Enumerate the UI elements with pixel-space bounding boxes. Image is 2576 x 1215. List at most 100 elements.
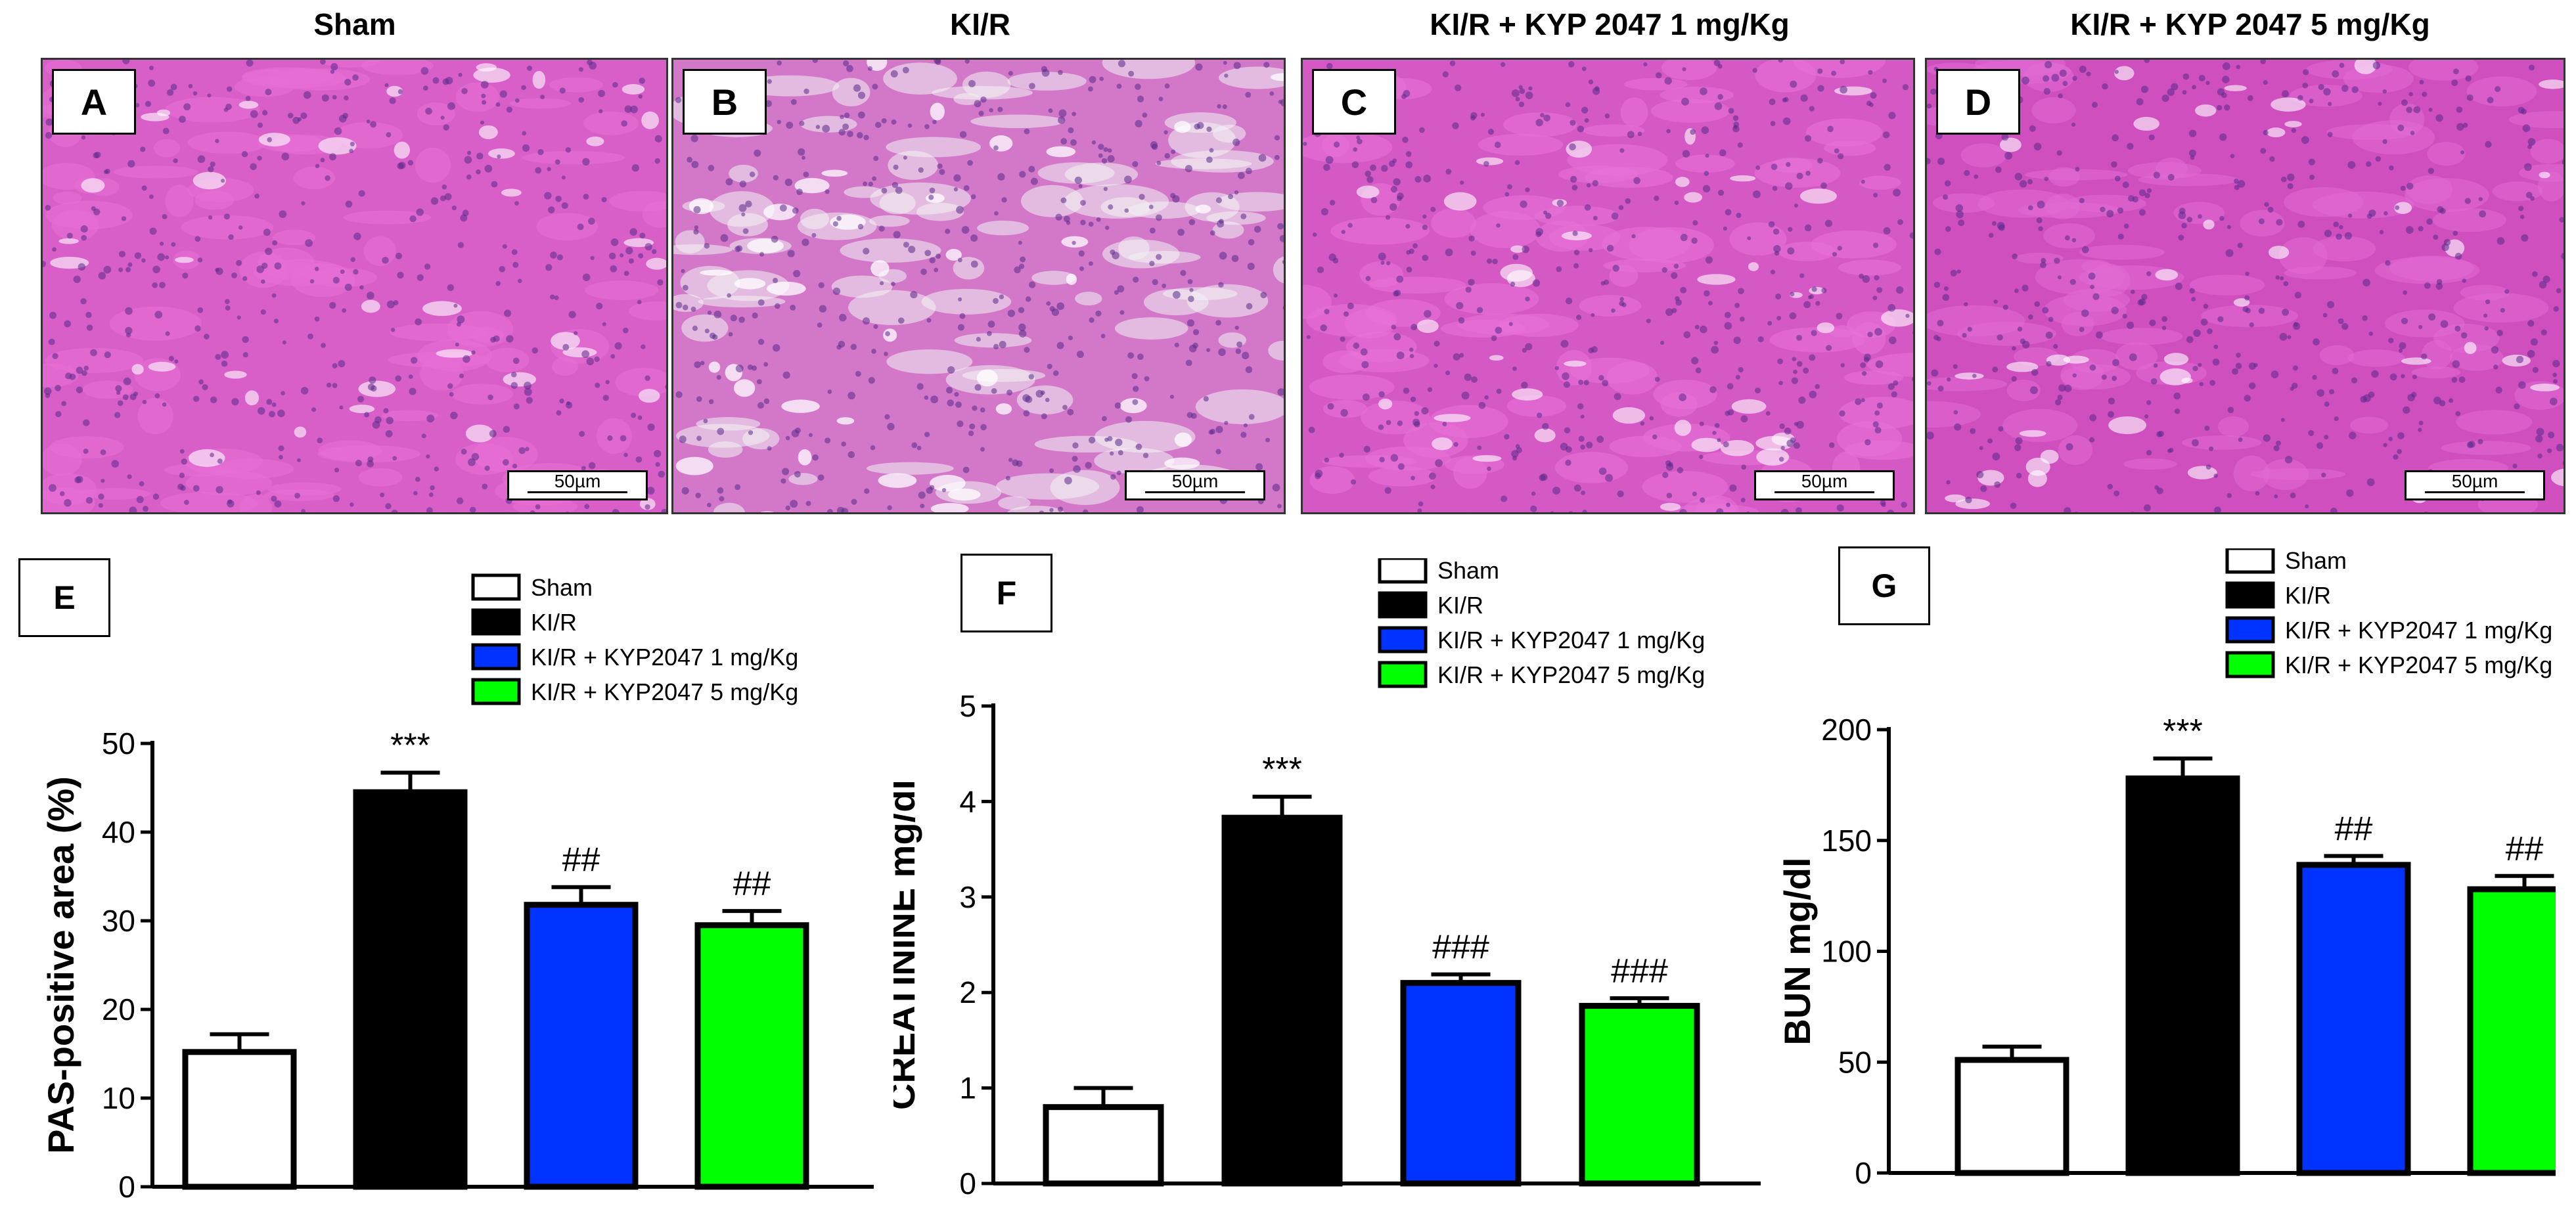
- nucleus: [1203, 396, 1209, 402]
- nucleus: [1324, 309, 1330, 315]
- nucleus: [924, 431, 930, 437]
- nucleus: [272, 240, 278, 246]
- nucleus: [45, 204, 51, 211]
- nucleus: [125, 332, 131, 338]
- nucleus: [2562, 461, 2564, 466]
- nucleus: [1177, 229, 1185, 236]
- nucleus: [598, 89, 606, 97]
- nucleus: [521, 85, 526, 91]
- nucleus: [2001, 133, 2009, 141]
- nucleus: [1729, 484, 1737, 492]
- nucleus: [584, 504, 590, 510]
- tubule: [2045, 193, 2081, 219]
- nucleus: [391, 509, 398, 512]
- nucleus: [1116, 470, 1121, 475]
- nucleus: [1618, 205, 1624, 210]
- tubule: [78, 488, 150, 500]
- nucleus: [1068, 335, 1073, 341]
- nucleus: [2053, 343, 2058, 349]
- nucleus: [2222, 62, 2230, 70]
- nucleus: [587, 60, 593, 66]
- nucleus: [1937, 386, 1944, 392]
- nucleus: [1604, 113, 1610, 119]
- tubule: [1322, 399, 1368, 418]
- nucleus: [2393, 454, 2399, 460]
- legend-label: KI/R + KYP2047 1 mg/Kg: [531, 644, 798, 671]
- nucleus: [1391, 324, 1397, 330]
- nucleus: [926, 318, 932, 323]
- nucleus: [554, 295, 559, 300]
- nucleus: [547, 167, 551, 171]
- nucleus: [2516, 355, 2524, 364]
- nucleus: [510, 382, 518, 389]
- nucleus: [192, 485, 200, 492]
- nucleus: [2388, 437, 2393, 441]
- nucleus: [1285, 420, 1286, 425]
- nucleus: [2422, 91, 2428, 97]
- nucleus: [1390, 454, 1399, 462]
- nucleus: [1593, 215, 1598, 221]
- nucleus: [717, 428, 725, 435]
- nucleus: [644, 375, 650, 382]
- nucleus: [1421, 407, 1429, 415]
- nucleus: [2182, 90, 2187, 95]
- nucleus: [1470, 115, 1476, 121]
- tubule: [2123, 458, 2177, 470]
- lumen: [386, 85, 403, 97]
- lumen: [1748, 262, 1759, 271]
- nucleus: [2468, 441, 2475, 448]
- nucleus: [757, 402, 764, 409]
- nucleus: [1827, 125, 1834, 133]
- lumen: [1356, 185, 1380, 198]
- nucleus: [1874, 410, 1880, 416]
- nucleus: [1866, 100, 1872, 106]
- nucleus: [425, 107, 432, 115]
- nucleus: [2059, 69, 2067, 77]
- nucleus: [2435, 282, 2443, 290]
- nucleus: [1124, 175, 1132, 184]
- nucleus: [1405, 224, 1411, 229]
- nucleus: [957, 324, 965, 331]
- nucleus: [1723, 226, 1727, 231]
- tubule: [536, 213, 599, 241]
- nucleus: [118, 250, 126, 257]
- nucleus: [704, 243, 710, 249]
- nucleus: [344, 78, 351, 86]
- nucleus: [1012, 459, 1019, 466]
- nucleus: [1006, 389, 1013, 396]
- nucleus: [395, 375, 401, 382]
- tissue-image: [1303, 60, 1913, 512]
- tubule: [954, 333, 1032, 348]
- nucleus: [2413, 106, 2421, 114]
- nucleus: [970, 260, 978, 268]
- nucleus: [594, 356, 600, 363]
- nucleus: [2477, 439, 2483, 445]
- nucleus: [1030, 177, 1038, 185]
- nucleus: [1282, 306, 1284, 310]
- nucleus: [1725, 209, 1732, 216]
- nucleus: [1780, 508, 1789, 512]
- nucleus: [353, 232, 361, 240]
- nucleus: [1169, 395, 1175, 399]
- nucleus: [440, 195, 446, 202]
- nucleus: [1172, 195, 1180, 203]
- nucleus: [779, 204, 787, 212]
- nucleus: [242, 352, 248, 358]
- nucleus: [1953, 364, 1958, 369]
- nucleus: [2274, 494, 2278, 498]
- nucleus: [772, 278, 779, 284]
- tubule: [1555, 451, 1629, 483]
- nucleus: [1874, 328, 1882, 336]
- nucleus: [1664, 77, 1672, 85]
- nucleus: [892, 181, 899, 188]
- nucleus: [792, 207, 799, 214]
- nucleus: [1887, 510, 1895, 512]
- nucleus: [484, 465, 490, 471]
- nucleus: [654, 450, 662, 458]
- significance-label: ##: [562, 841, 600, 879]
- nucleus: [742, 228, 749, 234]
- tubule: [160, 491, 258, 512]
- nucleus: [1739, 316, 1745, 322]
- tubule: [1064, 162, 1139, 187]
- tubule: [455, 443, 514, 475]
